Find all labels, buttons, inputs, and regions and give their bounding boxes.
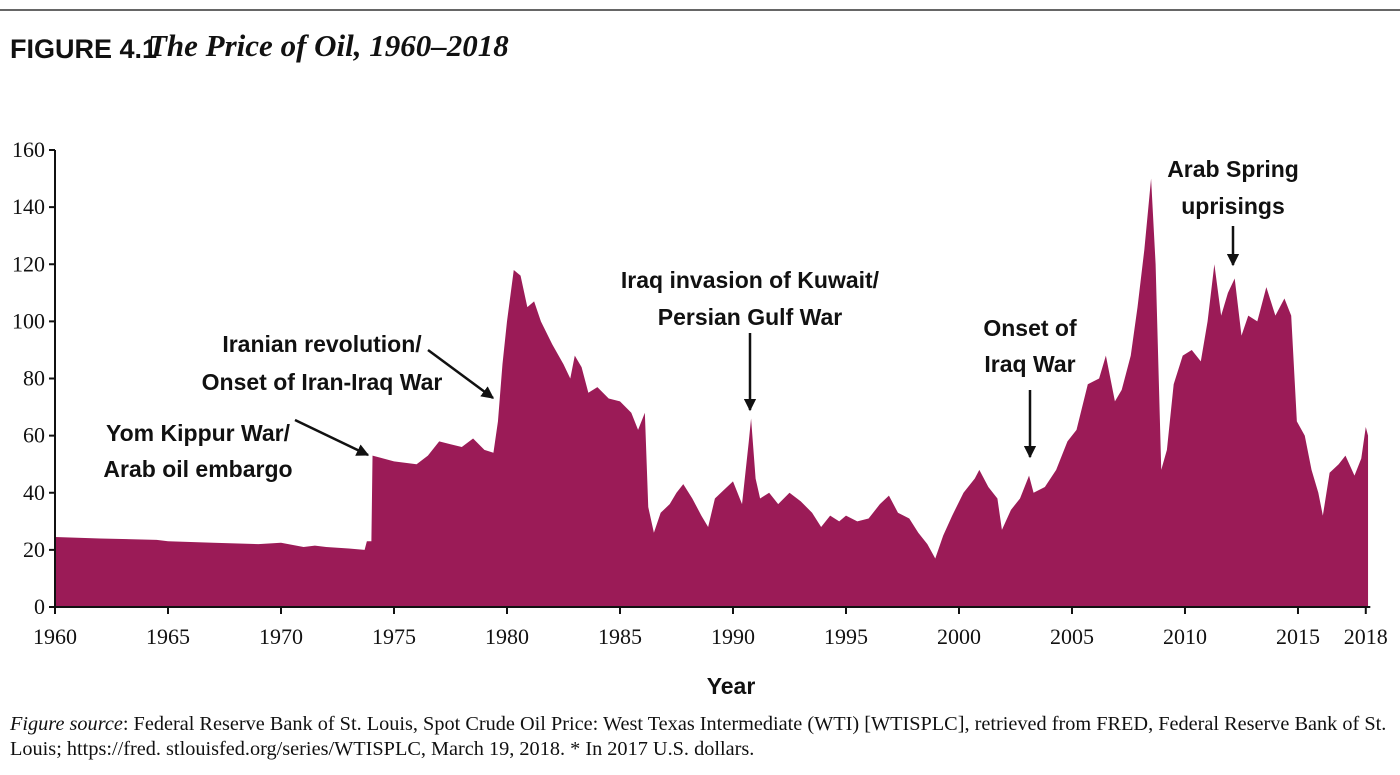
annotation: Iranian revolution/	[222, 331, 422, 357]
y-tick-label: 160	[12, 137, 45, 162]
y-tick-label: 0	[34, 594, 45, 619]
x-tick-label: 2018	[1344, 624, 1388, 649]
annotation: uprisings	[1181, 193, 1285, 219]
x-axis-label: Year	[707, 673, 756, 699]
source-text: : Federal Reserve Bank of St. Louis, Spo…	[10, 713, 1387, 760]
annotation: Iraq War	[984, 351, 1075, 377]
y-tick-label: 60	[23, 423, 45, 448]
y-tick-label: 20	[23, 537, 45, 562]
source-note: Figure source: Federal Reserve Bank of S…	[10, 712, 1400, 762]
x-tick-label: 2010	[1163, 624, 1207, 649]
y-tick-label: 100	[12, 308, 45, 333]
annotation-arrow	[294, 418, 370, 457]
chart: FIGURE 4.1 The Price of Oil, 1960–2018 Y…	[0, 9, 1400, 699]
source-label: Figure source	[10, 713, 123, 735]
chart-title: The Price of Oil, 1960–2018	[148, 28, 509, 63]
x-tick-label: 1995	[824, 624, 868, 649]
x-tick-label: 1960	[33, 624, 77, 649]
annotation-arrow	[427, 348, 495, 400]
annotation: Onset of	[983, 315, 1077, 341]
annotation: Yom Kippur War/	[106, 420, 291, 446]
x-tick-label: 2000	[937, 624, 981, 649]
x-tick-label: 2015	[1276, 624, 1320, 649]
x-tick-label: 2005	[1050, 624, 1094, 649]
figure-label: FIGURE 4.1	[10, 34, 157, 64]
x-tick-label: 1970	[259, 624, 303, 649]
annotation: Arab Spring	[1167, 156, 1299, 182]
area	[55, 178, 1369, 607]
annotation: Onset of Iran-Iraq War	[202, 369, 443, 395]
x-tick-label: 1965	[146, 624, 190, 649]
annotation: Persian Gulf War	[658, 304, 843, 330]
y-tick-label: 40	[23, 480, 45, 505]
y-tick-label: 80	[23, 366, 45, 391]
annotation: Arab oil embargo	[103, 456, 292, 482]
x-tick-label: 1980	[485, 624, 529, 649]
x-tick-label: 1975	[372, 624, 416, 649]
x-tick-label: 1985	[598, 624, 642, 649]
y-tick-label: 140	[12, 194, 45, 219]
y-tick-label: 120	[12, 251, 45, 276]
x-tick-label: 1990	[711, 624, 755, 649]
annotation: Iraq invasion of Kuwait/	[621, 267, 880, 293]
